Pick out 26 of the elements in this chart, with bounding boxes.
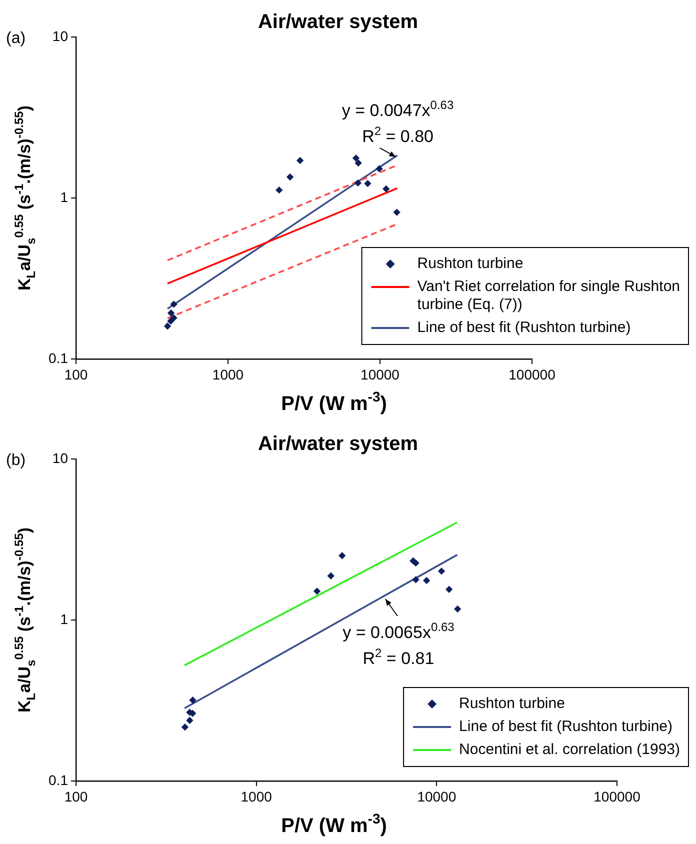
text: (a) (6, 30, 26, 47)
text: KLa/Us0.55 (s-1.(m/s)-0.55) (12, 106, 38, 290)
x-tick-label: 100000 (508, 366, 556, 382)
text: (b) (6, 452, 26, 469)
chart-title: Air/water system (258, 433, 418, 455)
legend-label: Rushton turbine (459, 695, 565, 712)
legend-label: Van't Riet correlation for single Rushton turbine (Eq. (7)) (417, 278, 680, 314)
y-tick-label: 0.1 (48, 350, 68, 366)
y-tick-label: 10 (52, 28, 68, 44)
x-tick-label: 100000 (594, 788, 641, 804)
x-tick-label: 1000 (212, 366, 244, 382)
text: KLa/Us0.55 (s-1.(m/s)-0.55) (12, 528, 38, 712)
x-tick-label: 100 (64, 366, 88, 382)
x-tick-label: 10000 (417, 788, 456, 804)
x-tick-label: 1000 (240, 788, 272, 804)
legend-label: Nocentini et al. correlation (1993) (459, 741, 680, 758)
x-tick-label: 100 (64, 788, 88, 804)
y-tick-label: 1 (60, 610, 68, 627)
y-tick-label: 10 (52, 450, 68, 466)
y-tick-label: 0.1 (48, 772, 68, 788)
chart-title: Air/water system (258, 11, 418, 33)
x-tick-label: 10000 (360, 366, 400, 382)
legend-label: Rushton turbine (417, 255, 524, 272)
y-tick-label: 1 (60, 188, 68, 205)
legend-label: Line of best fit (Rushton turbine) (417, 319, 631, 336)
legend-label: Line of best fit (Rushton turbine) (459, 718, 673, 736)
